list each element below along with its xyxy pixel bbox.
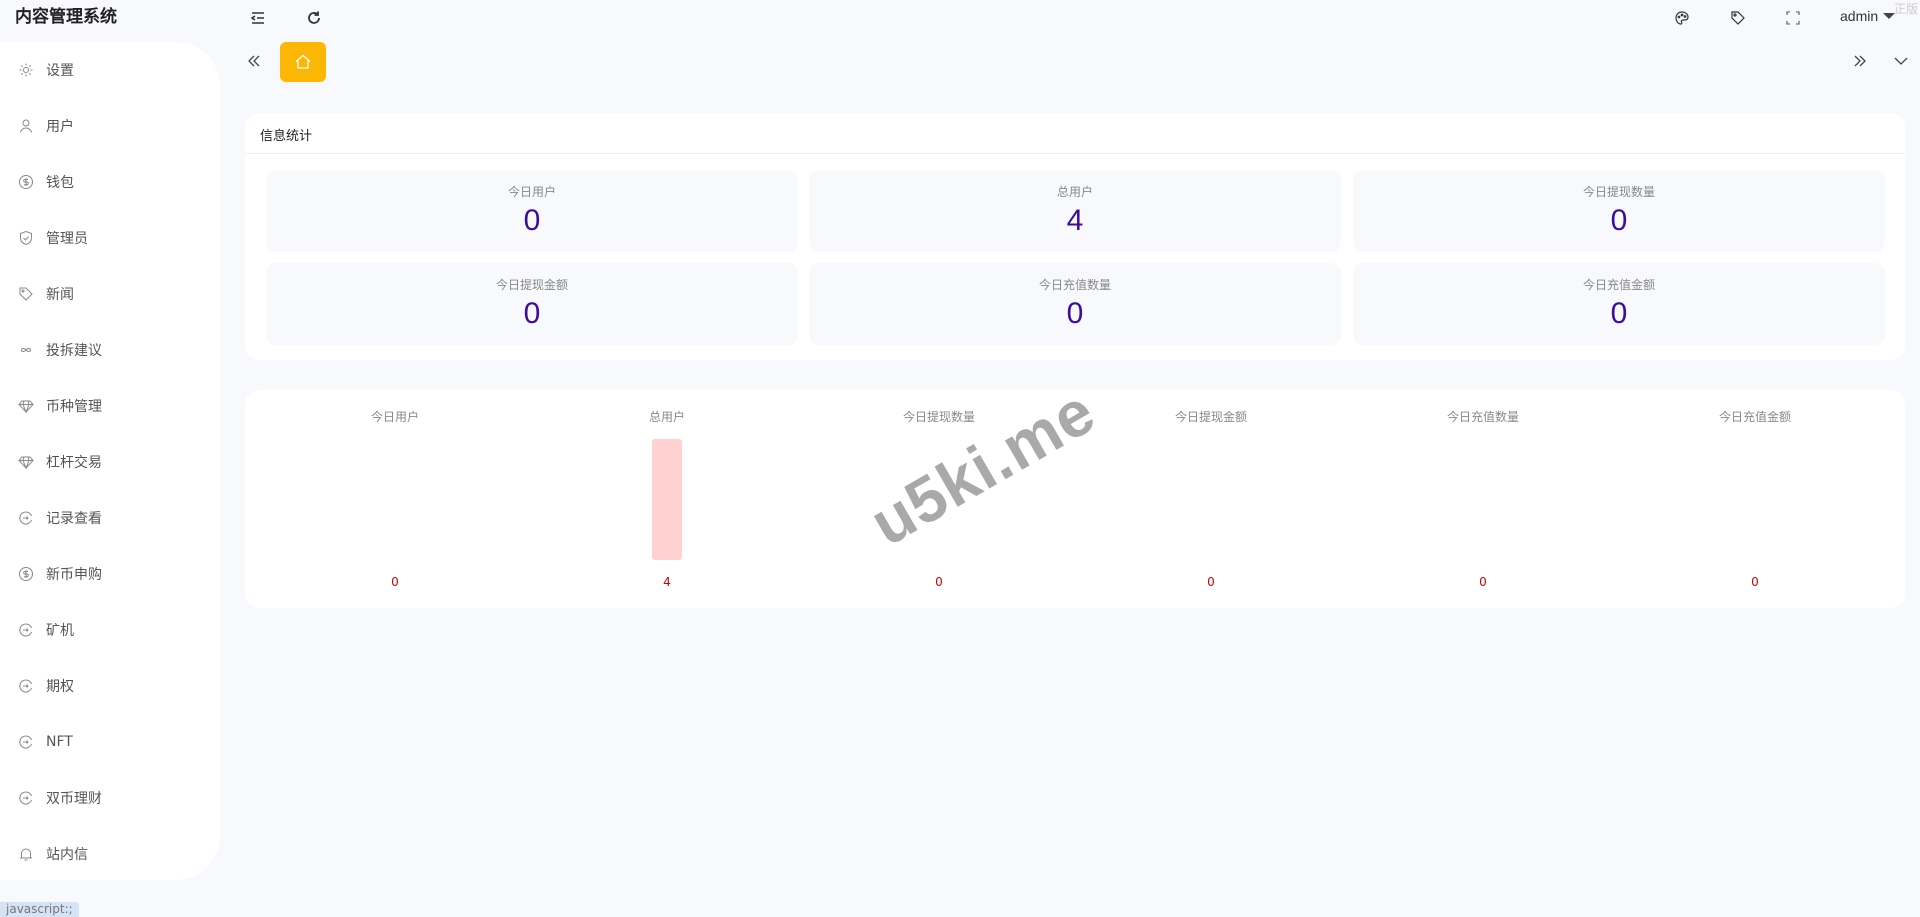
sidebar-item-label: 新币申购 (46, 567, 102, 583)
app-title: 内容管理系统 (15, 7, 117, 27)
panel-title: 信息统计 (260, 129, 313, 144)
sidebar-item[interactable]: 币种管理 (18, 391, 102, 421)
sidebar-item[interactable]: 投拆建议 (18, 335, 102, 365)
tabs-scroll-right-button[interactable] (1847, 48, 1873, 74)
sidebar-item-label: 矿机 (46, 623, 74, 639)
stat-card: 今日充值数量 0 (809, 263, 1341, 345)
sidebar-item-label: 用户 (46, 119, 74, 135)
sidebar-item-label: 设置 (46, 63, 74, 79)
category-label: 今日用户 (370, 410, 419, 424)
corner-text: 正版 (1893, 2, 1918, 16)
sidebar-item[interactable]: 双币理财 (18, 783, 102, 813)
sidebar-item-label: 币种管理 (46, 399, 102, 415)
stat-card: 今日用户 0 (266, 170, 798, 252)
bar (652, 439, 682, 560)
sidebar-item-label: 投拆建议 (46, 343, 102, 359)
dollar-icon (19, 175, 33, 189)
user-icon (20, 119, 32, 133)
circle-arrow-icon (19, 679, 32, 693)
sidebar-item[interactable]: 杠杆交易 (18, 447, 102, 477)
stat-card: 总用户 4 (809, 170, 1341, 252)
menu-fold-icon[interactable] (246, 6, 270, 30)
sidebar-item-label: 杠杆交易 (46, 455, 102, 471)
sidebar-item-label: 管理员 (46, 231, 88, 247)
bar-value-label: 0 (1751, 575, 1759, 589)
sidebar-item-label: NFT (46, 734, 73, 750)
sidebar-item[interactable]: 期权 (18, 671, 74, 701)
bar-value-label: 0 (935, 575, 943, 589)
stat-card: 今日充值金额 0 (1353, 263, 1885, 345)
username: admin (1840, 8, 1879, 24)
bar-value-label: 0 (1207, 575, 1215, 589)
stat-label: 今日充值金额 (1582, 278, 1655, 292)
stat-value: 0 (523, 297, 541, 330)
sidebar-item-label: 新闻 (46, 287, 74, 303)
stat-label: 今日用户 (507, 185, 556, 199)
infinity-icon (20, 348, 32, 352)
divider (245, 153, 1905, 154)
stat-value: 0 (1066, 297, 1084, 330)
bar-value-label: 4 (663, 575, 671, 589)
stat-value: 0 (1610, 297, 1628, 330)
sidebar-item[interactable]: 站内信 (18, 839, 88, 869)
caret-down-icon (1883, 13, 1896, 19)
sidebar-item-label: 钱包 (46, 175, 74, 191)
sidebar-item[interactable]: 新币申购 (18, 559, 102, 589)
bar-value-label: 0 (391, 575, 399, 589)
shield-icon (20, 230, 32, 246)
stat-card: 今日提现数量 0 (1353, 170, 1885, 252)
user-menu[interactable]: admin (1840, 8, 1896, 24)
stat-card: 今日提现金额 0 (266, 263, 798, 345)
stats-panel: 信息统计 今日用户 0 总用户 4 今日提现数量 0 今日提现金额 0 今日充值数量 0 今日充值金… (245, 113, 1905, 360)
sidebar-item[interactable]: 记录查看 (18, 503, 102, 533)
circle-arrow-icon (19, 791, 32, 805)
diamond-icon (18, 456, 34, 470)
category-label: 今日充值金额 (1718, 410, 1791, 424)
circle-arrow-icon (19, 735, 32, 749)
circle-arrow-icon (19, 623, 32, 637)
bar-value-label: 0 (1479, 575, 1487, 589)
stat-label: 今日提现数量 (1582, 185, 1655, 199)
tag-icon[interactable] (1726, 6, 1750, 30)
sidebar-item-label: 期权 (46, 679, 74, 695)
stat-label: 今日充值数量 (1038, 278, 1111, 292)
stat-label: 总用户 (1056, 185, 1093, 199)
gear-icon (19, 63, 33, 77)
tabs-dropdown-button[interactable] (1888, 48, 1914, 74)
sidebar-item-label: 双币理财 (46, 791, 102, 807)
sidebar-item-label: 站内信 (46, 847, 88, 863)
sidebar-item[interactable]: 管理员 (18, 223, 88, 253)
refresh-icon[interactable] (302, 6, 326, 30)
tabs-scroll-left-button[interactable] (241, 48, 267, 74)
dollar-icon (19, 567, 33, 581)
sidebar-item[interactable]: 设置 (18, 55, 74, 85)
sidebar-item[interactable]: 钱包 (18, 167, 74, 197)
sidebar-item[interactable]: 矿机 (18, 615, 74, 645)
sidebar: 设置用户钱包管理员新闻投拆建议币种管理杠杆交易记录查看新币申购矿机期权 NFT 双币… (0, 42, 220, 880)
palette-icon[interactable] (1670, 6, 1694, 30)
category-label: 总用户 (648, 410, 685, 424)
stat-value: 0 (1610, 204, 1628, 237)
stat-value: 4 (1066, 204, 1084, 237)
stat-label: 今日提现金额 (495, 278, 568, 292)
category-label: 今日充值数量 (1446, 410, 1519, 424)
category-label: 今日提现数量 (902, 410, 975, 424)
tag-icon (19, 287, 33, 301)
home-icon (295, 54, 311, 69)
category-label: 今日提现金额 (1174, 410, 1247, 424)
sidebar-item-label: 记录查看 (46, 511, 102, 527)
bell-icon (20, 848, 32, 861)
sidebar-item[interactable]: 用户 (18, 111, 74, 141)
sidebar-item[interactable]: NFT (18, 727, 73, 757)
diamond-icon (18, 400, 34, 414)
stat-value: 0 (523, 204, 541, 237)
circle-arrow-icon (19, 511, 32, 525)
sidebar-item[interactable]: 新闻 (18, 279, 74, 309)
tab-home[interactable] (280, 42, 326, 82)
fullscreen-icon[interactable] (1781, 6, 1805, 30)
bar-chart-panel: 今日用户 0 总用户 4 今日提现数量 0 今日提现金额 0 今日充值数量 0 今日充值金额 0 (245, 390, 1905, 608)
status-bar: javascript:; (0, 902, 79, 917)
